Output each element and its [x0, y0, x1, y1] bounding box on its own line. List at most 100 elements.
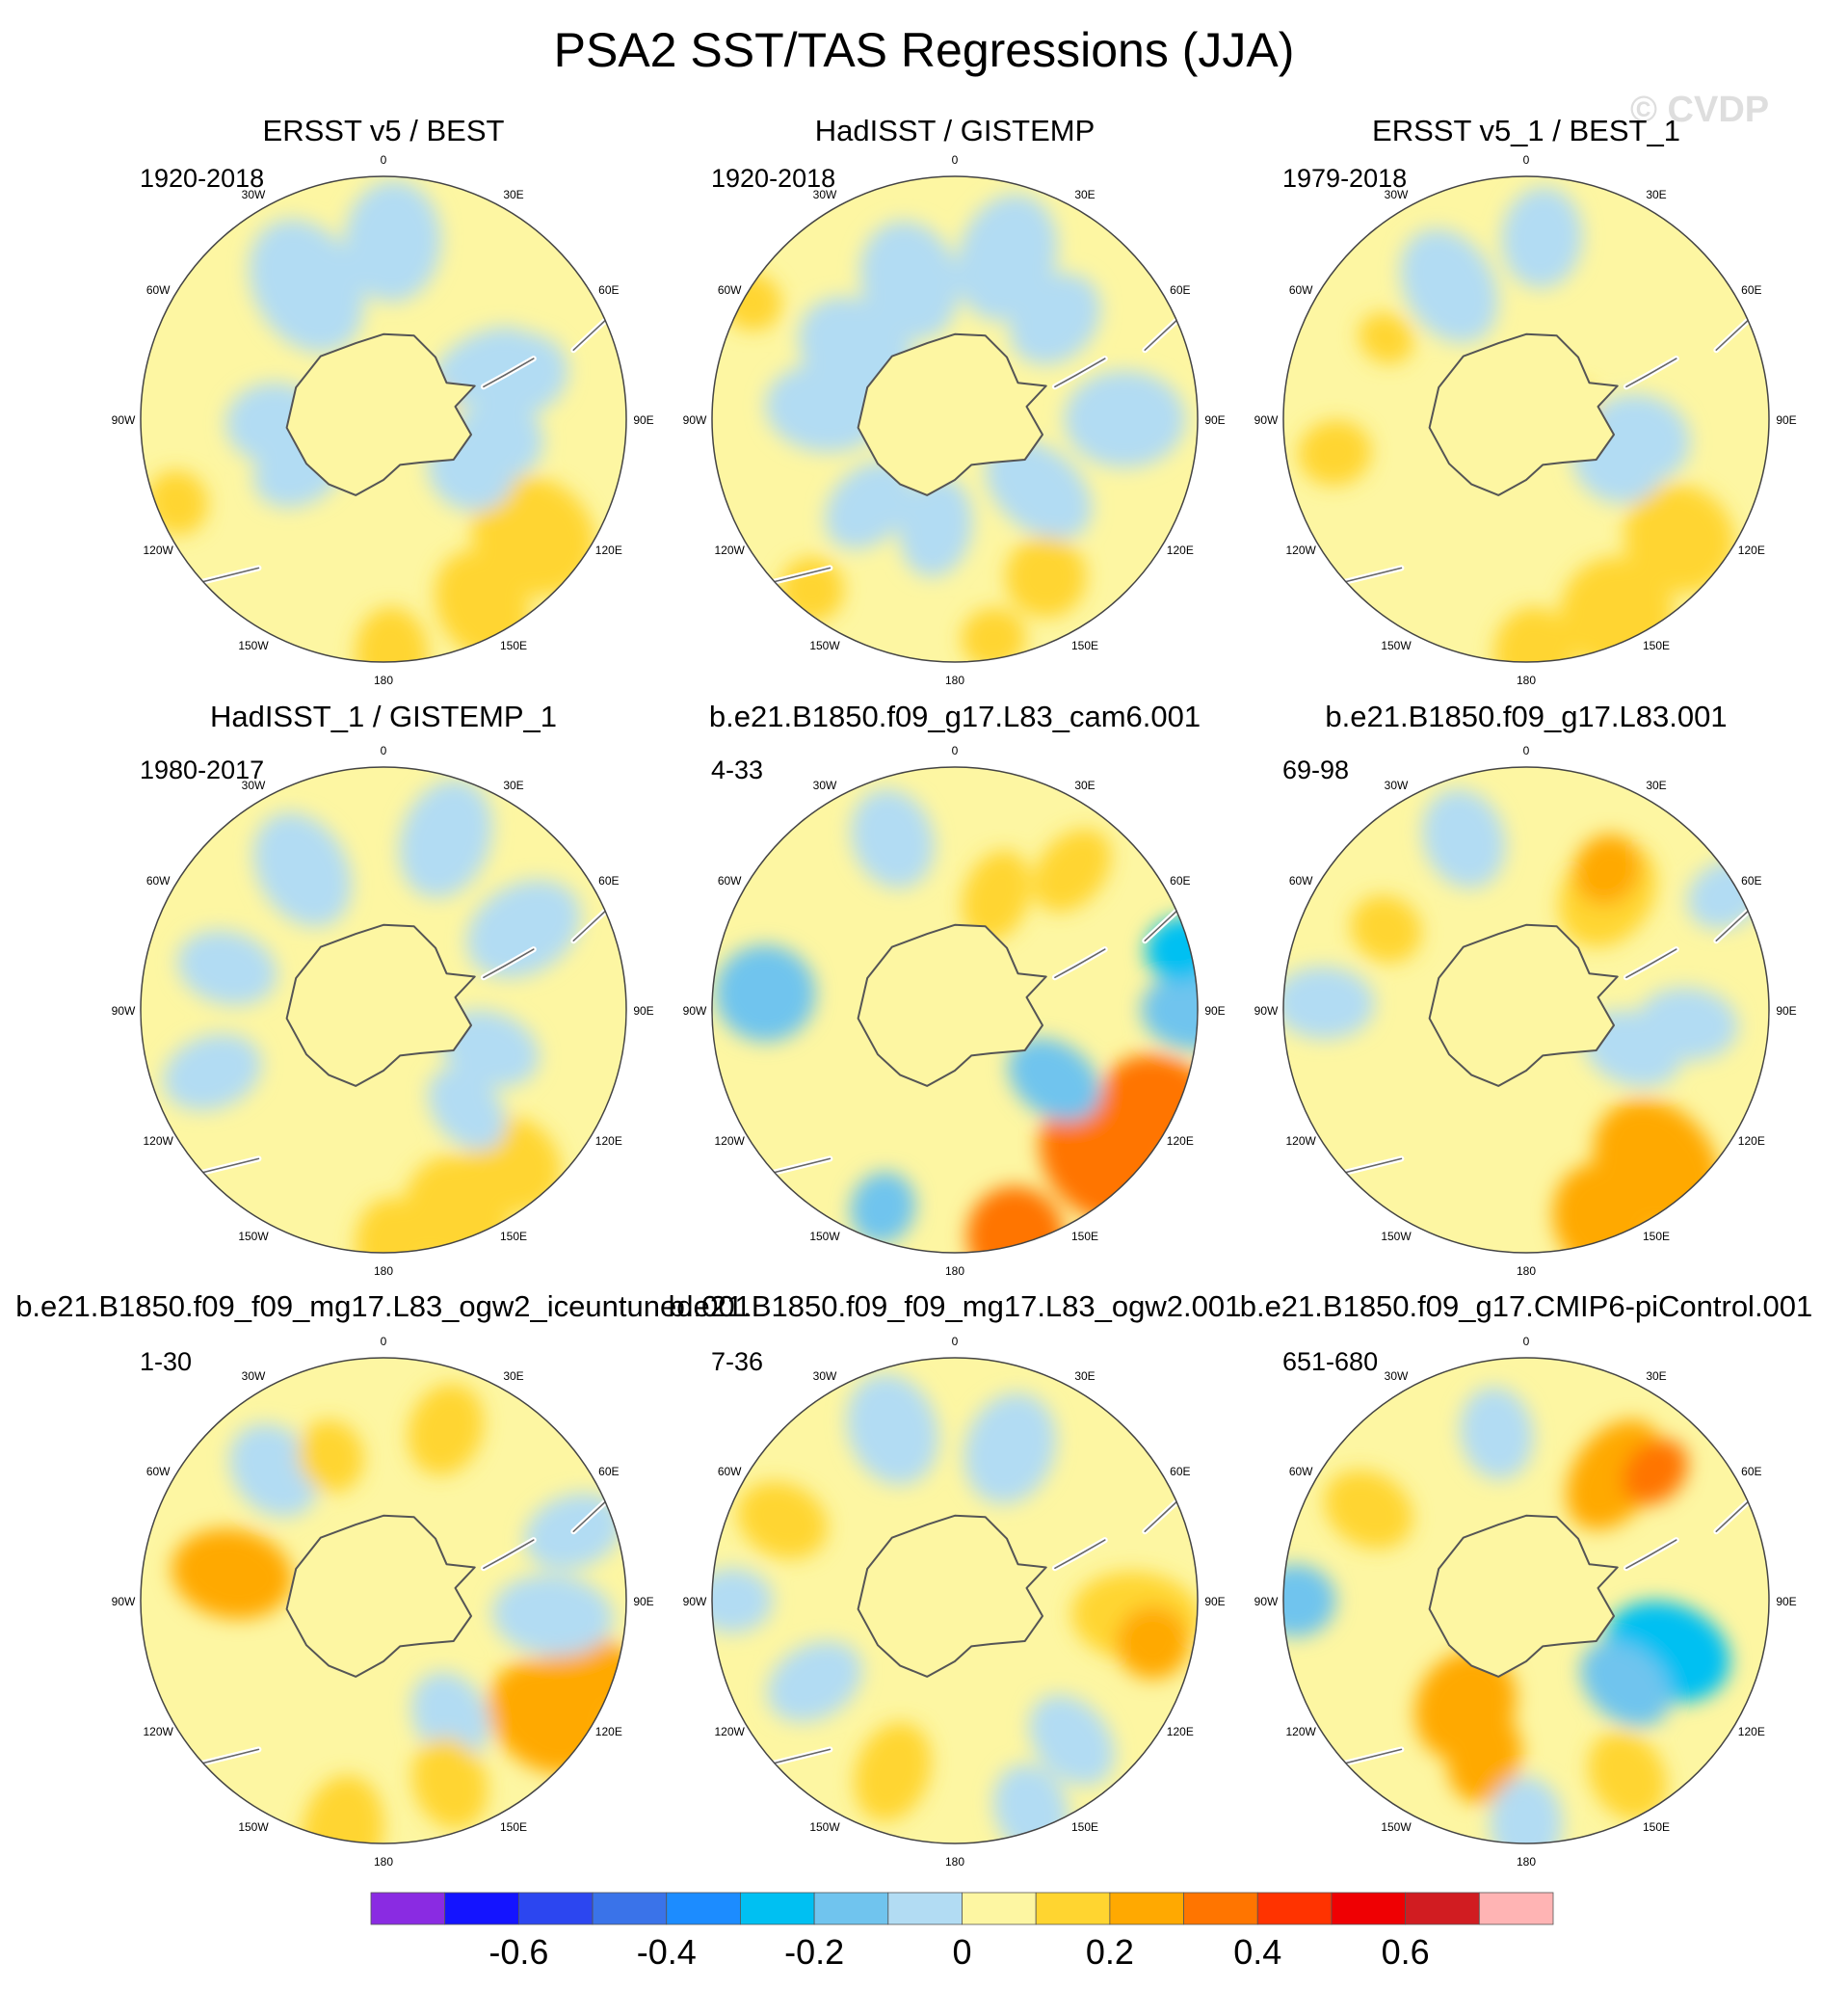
anomaly-region [1005, 536, 1087, 618]
antarctica-coastline [1428, 1514, 1619, 1678]
longitude-label: 150W [1381, 1820, 1412, 1834]
longitude-label: 90E [1776, 1595, 1796, 1608]
longitude-label: 60W [146, 874, 171, 888]
anomaly-region [1283, 1564, 1336, 1637]
anomaly-region [1400, 228, 1499, 344]
anomaly-region [249, 219, 365, 354]
map-panel-7: 0 30E 60E 90E 120E 150E 180 150W 120W 90W 60W 30W [112, 1335, 654, 1869]
map-border [711, 766, 1199, 1254]
map-border [1282, 766, 1770, 1254]
anomaly-region [846, 1373, 939, 1485]
colorbar-box [1183, 1892, 1258, 1925]
map-border [1282, 1357, 1770, 1844]
antarctica-coastline [857, 923, 1047, 1087]
anomaly-region [1359, 312, 1413, 364]
anomaly-region [1116, 1605, 1190, 1680]
panel-period: 651-680 [1282, 1347, 1379, 1376]
longitude-label: 60W [1289, 874, 1313, 888]
longitude-label: 180 [374, 674, 393, 687]
longitude-label: 120E [1167, 1725, 1194, 1738]
map-panel-5: 0 30E 60E 90E 120E 150E 180 150W 120W 90W 60W 30W [683, 744, 1226, 1278]
longitude-label: 90E [1776, 1004, 1796, 1018]
longitude-label: 0 [952, 153, 959, 167]
longitude-label: 120W [714, 544, 745, 557]
continent-coastline [1054, 358, 1106, 388]
longitude-label: 120E [1167, 1134, 1194, 1148]
anomaly-region [454, 399, 544, 481]
panel-period: 1920-2018 [140, 164, 265, 193]
longitude-label: 150W [238, 639, 269, 652]
longitude-label: 150E [500, 1230, 527, 1243]
longitude-label: 30E [1646, 779, 1666, 792]
antarctica-coastline [285, 332, 476, 496]
longitude-label: 30W [813, 1369, 837, 1383]
continent-coastline [1144, 1407, 1198, 1532]
longitude-label: 180 [1517, 1264, 1536, 1278]
anomaly-region [408, 1384, 484, 1475]
continent-coastline [483, 1539, 535, 1570]
anomaly-region [714, 944, 816, 1043]
panel-period: 1980-2017 [140, 756, 265, 784]
longitude-label: 30W [242, 1369, 266, 1383]
longitude-label: 0 [1523, 1335, 1530, 1348]
continent-coastline [1144, 225, 1198, 351]
longitude-label: 90E [1204, 1004, 1225, 1018]
anomaly-region [1283, 966, 1375, 1040]
anomaly-region [859, 221, 961, 341]
colorbar-tick-label: -0.4 [636, 1932, 697, 1972]
anomaly-region [1009, 273, 1101, 365]
longitude-label: 90W [112, 1595, 136, 1608]
anomaly-region [737, 1481, 828, 1559]
longitude-label: 30E [1646, 188, 1666, 201]
watermark: © CVDP [1630, 90, 1770, 130]
longitude-label: 150E [1071, 639, 1098, 652]
anomaly-region [966, 1185, 1065, 1253]
longitude-label: 90E [1204, 1595, 1225, 1608]
continent-coastline [1715, 225, 1769, 351]
longitude-label: 120W [1285, 1134, 1316, 1148]
longitude-label: 150W [1381, 1230, 1412, 1243]
anomaly-region [850, 789, 935, 888]
panel-title: HadISST / GISTEMP [814, 114, 1096, 147]
anomaly-region [1636, 987, 1738, 1061]
longitude-label: 30W [1385, 779, 1409, 792]
panel-title: b.e21.B1850.f09_f09_mg17.L83_ogw2_iceunt… [15, 1289, 752, 1323]
longitude-label: 120W [143, 1725, 173, 1738]
colorbar-tick-label: -0.2 [784, 1932, 845, 1972]
anomaly-region [1460, 1387, 1534, 1480]
anomaly-region [962, 850, 1031, 941]
anomaly-region [1298, 420, 1372, 486]
colorbar-box [887, 1892, 963, 1925]
longitude-label: 150W [238, 1820, 269, 1834]
longitude-label: 180 [945, 1855, 964, 1869]
longitude-label: 120W [143, 544, 173, 557]
anomaly-region [767, 1641, 862, 1722]
map-panel-2: 0 30E 60E 90E 120E 150E 180 150W 120W 90W 60W 30W [683, 153, 1226, 687]
longitude-label: 90E [1204, 413, 1225, 427]
longitude-label: 90W [1254, 413, 1279, 427]
anomaly-region [491, 1575, 614, 1657]
anomaly-region [1350, 895, 1422, 963]
anomaly-region [1490, 1776, 1563, 1843]
panel-period: 7-36 [711, 1347, 764, 1376]
continent-coastline [1054, 1539, 1106, 1570]
longitude-label: 150W [809, 1820, 840, 1834]
anomaly-region [1421, 789, 1506, 888]
anomaly-region [302, 1775, 384, 1843]
longitude-label: 30E [1074, 188, 1095, 201]
longitude-label: 150E [500, 639, 527, 652]
continent-coastline [1625, 948, 1677, 979]
map-border [1282, 175, 1770, 663]
longitude-label: 60W [1289, 283, 1313, 297]
anomaly-region [854, 1722, 932, 1821]
continent-coastline [483, 358, 535, 388]
longitude-label: 30E [503, 188, 523, 201]
longitude-label: 0 [1523, 153, 1530, 167]
anomaly-region [163, 1033, 262, 1111]
longitude-label: 60W [718, 874, 742, 888]
map-border [140, 1357, 627, 1844]
map-border [711, 175, 1199, 663]
longitude-label: 120E [595, 1725, 622, 1738]
longitude-label: 90W [1254, 1595, 1279, 1608]
